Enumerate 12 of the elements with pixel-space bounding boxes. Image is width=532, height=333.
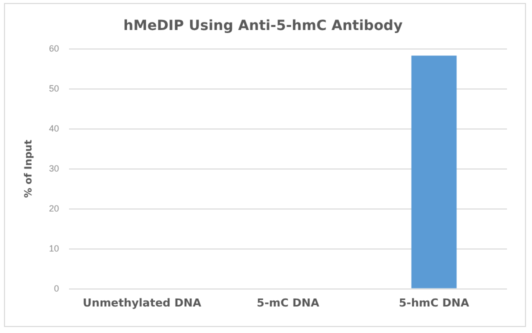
x-tick-label: 5-hmC DNA [398,296,470,310]
y-tick-label: 10 [48,243,60,254]
y-tick-label: 20 [48,203,60,214]
y-tick-label: 30 [48,163,60,174]
y-tick-label: 60 [48,43,60,54]
y-tick-label: 0 [54,283,60,294]
x-tick-label: 5-mC DNA [256,296,320,310]
chart-title: hMeDIP Using Anti-5-hmC Antibody [123,18,403,34]
y-axis-title: % of Input [24,140,35,198]
x-tick-label: Unmethylated DNA [82,296,202,310]
y-tick-label: 40 [48,123,60,134]
y-tick-label: 50 [48,83,60,94]
